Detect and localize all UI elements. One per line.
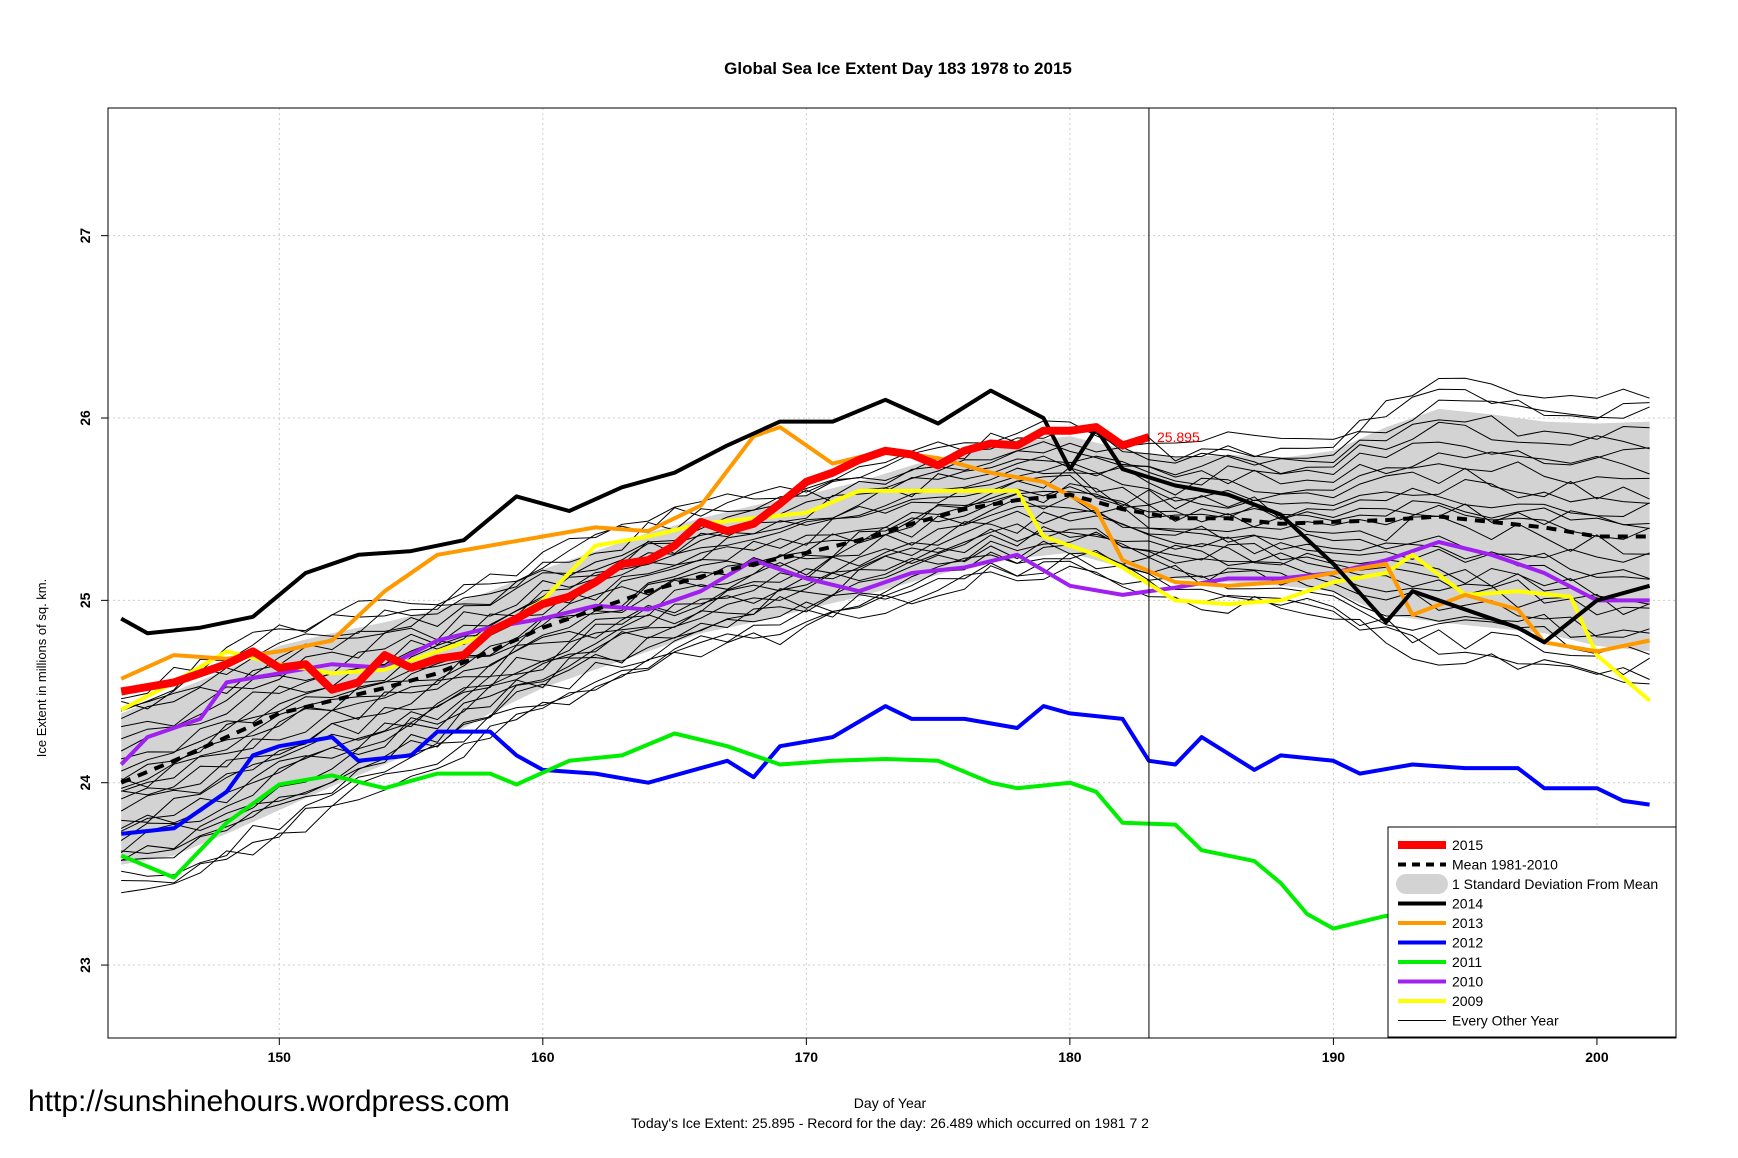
series-line-2011 xyxy=(120,731,1651,937)
legend-label: 2013 xyxy=(1452,915,1483,931)
axes-layer: 150 160 170 180 190 200 23 24 25 26 27 xyxy=(77,108,1609,1065)
x-tick-label: 200 xyxy=(1585,1049,1609,1065)
series-line-2010 xyxy=(119,540,1650,766)
other-year-line xyxy=(121,511,1650,823)
legend: 2015 Mean 1981-2010 1 Standard Deviation F… xyxy=(1387,826,1677,1038)
legend-label: 2015 xyxy=(1452,837,1483,853)
series-line-2009 xyxy=(120,488,1651,712)
y-tick-label: 24 xyxy=(77,775,93,791)
legend-label: 1 Standard Deviation From Mean xyxy=(1452,876,1658,892)
plot-frame xyxy=(107,107,1677,1039)
legend-label: Mean 1981-2010 xyxy=(1452,857,1558,873)
legend-label: 2014 xyxy=(1452,896,1483,912)
current-value-label: 25.895 xyxy=(1157,429,1200,445)
legend-label: Every Other Year xyxy=(1452,1013,1559,1029)
legend-label: 2012 xyxy=(1452,935,1483,951)
series-layer: 25.895 xyxy=(119,388,1651,937)
other-year-line xyxy=(121,560,1650,884)
other-year-line xyxy=(121,466,1650,772)
other-year-line xyxy=(121,388,1650,712)
series-line-2015 xyxy=(120,423,1151,696)
y-axis-label: Ice Extent in millions of sq. km. xyxy=(34,579,49,757)
other-year-line xyxy=(120,528,1650,829)
other-year-line xyxy=(120,531,1650,854)
legend-label: 2011 xyxy=(1452,954,1482,970)
series-line-2014 xyxy=(120,388,1651,645)
y-tick-label: 26 xyxy=(77,410,93,426)
y-tick-label: 23 xyxy=(77,957,93,973)
other-year-line xyxy=(121,486,1650,789)
legend-label: 2009 xyxy=(1452,993,1483,1009)
other-year-line xyxy=(120,421,1650,720)
footer-record-text: Today's Ice Extent: 25.895 - Record for … xyxy=(631,1115,1149,1131)
other-year-line xyxy=(121,565,1650,894)
other-year-line xyxy=(120,540,1650,862)
series-line-2012 xyxy=(120,704,1650,836)
other-year-line xyxy=(121,451,1650,740)
x-tick-label: 190 xyxy=(1322,1049,1346,1065)
x-axis-label: Day of Year xyxy=(853,1095,927,1111)
y-tick-label: 25 xyxy=(77,592,93,608)
other-year-line xyxy=(120,509,1650,812)
other-year-line xyxy=(121,490,1650,788)
series-line-mean-1981-2010 xyxy=(120,492,1650,785)
x-tick-label: 170 xyxy=(795,1049,819,1065)
x-tick-label: 150 xyxy=(268,1049,292,1065)
other-year-line xyxy=(121,399,1650,710)
x-tick-label: 160 xyxy=(531,1049,555,1065)
source-url[interactable]: http://sunshinehours.wordpress.com xyxy=(28,1085,510,1118)
other-year-line xyxy=(120,474,1650,781)
legend-label: 2010 xyxy=(1452,974,1483,990)
other-year-line xyxy=(121,544,1650,861)
legend-swatch xyxy=(1396,874,1448,894)
x-tick-label: 180 xyxy=(1058,1049,1082,1065)
y-tick-label: 27 xyxy=(77,228,93,244)
chart-title: Global Sea Ice Extent Day 183 1978 to 20… xyxy=(724,59,1072,78)
